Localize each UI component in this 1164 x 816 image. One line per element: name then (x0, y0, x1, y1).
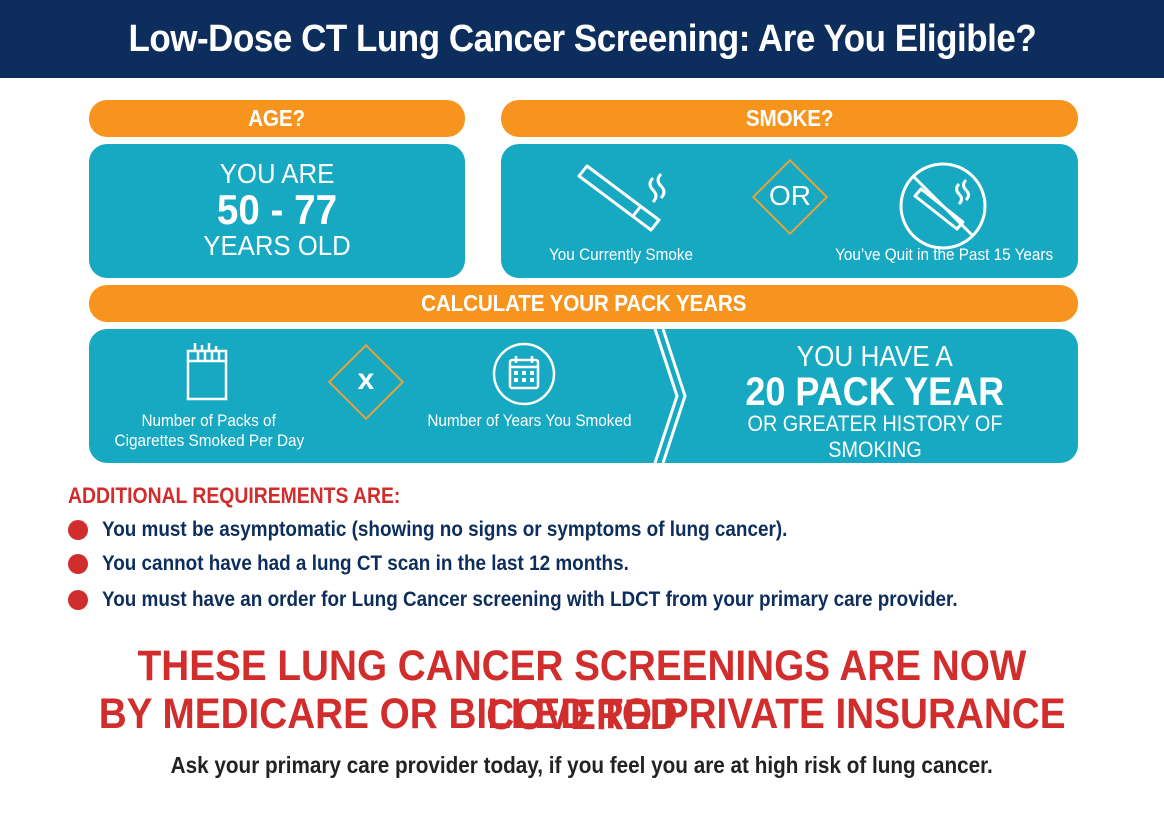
current-smoke-caption-text: You Currently Smoke (548, 245, 693, 264)
bullet-icon (68, 520, 88, 540)
no-smoking-icon (899, 162, 987, 250)
age-text-block: YOU ARE 50 - 77 YEARS OLD (89, 158, 465, 262)
pack-years-pill-label: CALCULATE YOUR PACK YEARS (420, 290, 747, 316)
requirement-item: You cannot have had a lung CT scan in th… (68, 551, 687, 577)
quit-smoke-caption-text: You’ve Quit in the Past 15 Years (835, 245, 1054, 264)
current-smoke-caption: You Currently Smoke (531, 245, 711, 265)
smoke-pill-label: SMOKE? (745, 105, 834, 131)
result-line-2: 20 PACK YEAR (745, 370, 1005, 414)
pack-years-panel: Number of Packs of Cigarettes Smoked Per… (89, 329, 1078, 463)
age-range: 50 - 77 (216, 186, 338, 233)
requirement-text: You cannot have had a lung CT scan in th… (102, 552, 629, 575)
pack-years-pill: CALCULATE YOUR PACK YEARS (89, 285, 1078, 322)
coverage-line-1-text: THESE LUNG CANCER SCREENINGS ARE NOW COV… (137, 642, 1027, 739)
multiply-label: x (357, 363, 375, 396)
coverage-line-2: BY MEDICARE OR BILLED TO PRIVATE INSURAN… (0, 690, 1164, 739)
footer-ask: Ask your primary care provider today, if… (0, 752, 1164, 779)
page-title: Low-Dose CT Lung Cancer Screening: Are Y… (128, 17, 1036, 60)
result-line-3: OR GREATER HISTORY OF SMOKING (747, 411, 1003, 462)
bullet-icon (68, 554, 88, 574)
packs-caption-line-2: Cigarettes Smoked Per Day (114, 431, 304, 450)
packs-caption-line-1: Number of Packs of (141, 411, 277, 430)
quit-smoke-caption: You’ve Quit in the Past 15 Years (823, 245, 1059, 265)
result-line-1: YOU HAVE A (796, 341, 954, 373)
cigarette-pack-icon (186, 343, 228, 401)
coverage-line-1: THESE LUNG CANCER SCREENINGS ARE NOW COV… (0, 642, 1164, 740)
requirement-item: You must be asymptomatic (showing no sig… (68, 517, 864, 543)
calendar-icon (492, 342, 556, 406)
pack-years-result: YOU HAVE A 20 PACK YEAR OR GREATER HISTO… (691, 341, 1059, 463)
age-pill-label: AGE? (248, 105, 306, 131)
smoke-panel: You Currently Smoke OR You’ve Quit in th… (501, 144, 1078, 278)
age-line-1: YOU ARE (219, 158, 335, 189)
bullet-icon (68, 590, 88, 610)
requirement-text: You must be asymptomatic (showing no sig… (102, 518, 788, 541)
cigarette-icon (577, 164, 666, 232)
chevron-divider-icon (653, 329, 687, 463)
coverage-line-2-text: BY MEDICARE OR BILLED TO PRIVATE INSURAN… (98, 690, 1066, 738)
age-panel: YOU ARE 50 - 77 YEARS OLD (89, 144, 465, 278)
requirements-title: ADDITIONAL REQUIREMENTS ARE: (68, 483, 446, 509)
requirement-item: You must have an order for Lung Cancer s… (68, 587, 1053, 613)
years-caption: Number of Years You Smoked (409, 411, 649, 431)
header-banner: Low-Dose CT Lung Cancer Screening: Are Y… (0, 0, 1164, 78)
age-pill: AGE? (89, 100, 465, 137)
years-caption-text: Number of Years You Smoked (426, 411, 632, 430)
footer-ask-text: Ask your primary care provider today, if… (170, 752, 994, 778)
or-label: OR (769, 180, 811, 211)
smoke-pill: SMOKE? (501, 100, 1078, 137)
requirement-text: You must have an order for Lung Cancer s… (102, 588, 958, 611)
requirements-title-text: ADDITIONAL REQUIREMENTS ARE: (68, 483, 401, 508)
age-line-3: YEARS OLD (203, 230, 351, 261)
packs-caption: Number of Packs of Cigarettes Smoked Per… (99, 411, 319, 451)
